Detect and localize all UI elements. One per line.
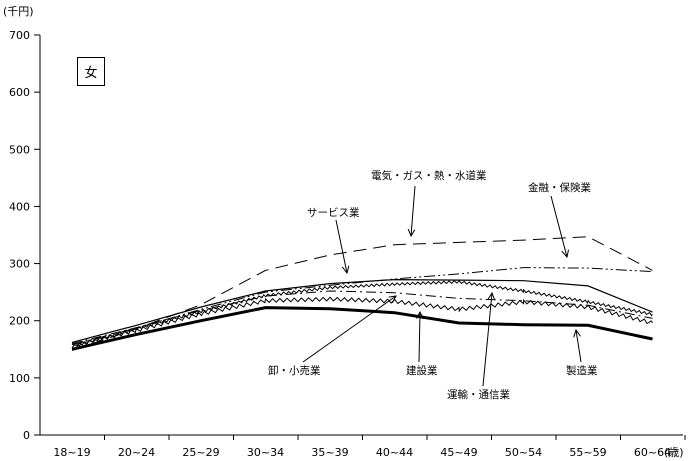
annotation-label: サービス業: [307, 206, 360, 219]
x-tick-label: 55~59: [569, 446, 606, 459]
annotation-4: 建設業: [406, 312, 438, 377]
annotation-arrow: [335, 219, 347, 273]
x-tick-label: 25~29: [182, 446, 219, 459]
series-line-6: [71, 306, 653, 351]
x-axis: 18~19 20~24 25~29 30~34 35~39 40~44 45~49 50~54…: [53, 435, 686, 459]
y-axis-unit-label: (千円): [3, 5, 34, 18]
legend-label: 女: [84, 66, 98, 81]
x-tick-label: 40~44: [376, 446, 413, 459]
y-tick-label: 0: [23, 429, 30, 442]
x-tick-label: 35~39: [311, 446, 348, 459]
annotation-arrow: [411, 185, 416, 236]
annotation-6: 製造業: [566, 330, 598, 377]
x-axis-unit-label: (歳): [664, 446, 684, 459]
annotation-5: 運輸・通信業: [447, 293, 510, 401]
annotation-arrow: [302, 296, 396, 363]
series-line-5: [71, 296, 653, 348]
x-tick-label: 50~54: [505, 446, 542, 459]
x-tick-label: 60~64: [634, 446, 671, 459]
annotation-label: 運輸・通信業: [447, 388, 510, 401]
annotation-3: 卸・小売業: [268, 296, 396, 377]
y-tick-label: 100: [9, 372, 30, 385]
annotation-label: 製造業: [566, 364, 598, 377]
annotation-label: 卸・小売業: [268, 364, 321, 377]
annotation-arrow: [482, 293, 492, 387]
x-tick-label: 18~19: [53, 446, 90, 459]
annotation-arrow: [550, 195, 567, 257]
y-tick-label: 700: [9, 29, 30, 42]
series-line-4: [71, 290, 653, 345]
series-line-0: [71, 236, 653, 351]
annotation-0: 電気・ガス・熱・水道業: [371, 169, 487, 236]
x-tick-label: 45~49: [440, 446, 477, 459]
annotation-label: 電気・ガス・熱・水道業: [371, 169, 487, 182]
x-tick-label: 30~34: [247, 446, 284, 459]
y-tick-label: 500: [9, 143, 30, 156]
legend-box: 女: [77, 57, 105, 86]
y-tick-label: 300: [9, 258, 30, 271]
annotation-arrow: [419, 312, 420, 363]
annotation-2: サービス業: [307, 206, 360, 273]
x-tick-label: 20~24: [118, 446, 155, 459]
y-tick-label: 600: [9, 86, 30, 99]
y-axis: 0 100 200 300 400 500 600 700: [9, 29, 40, 442]
series-line-3: [71, 279, 653, 348]
series-line-1: [71, 267, 653, 346]
y-tick-label: 400: [9, 200, 30, 213]
annotation-label: 建設業: [406, 364, 438, 377]
y-tick-label: 200: [9, 315, 30, 328]
annotation-arrow: [576, 330, 582, 363]
series-lines: [71, 236, 653, 351]
annotation-1: 金融・保険業: [528, 181, 591, 257]
annotation-label: 金融・保険業: [528, 181, 591, 194]
series-line-2: [71, 278, 653, 343]
